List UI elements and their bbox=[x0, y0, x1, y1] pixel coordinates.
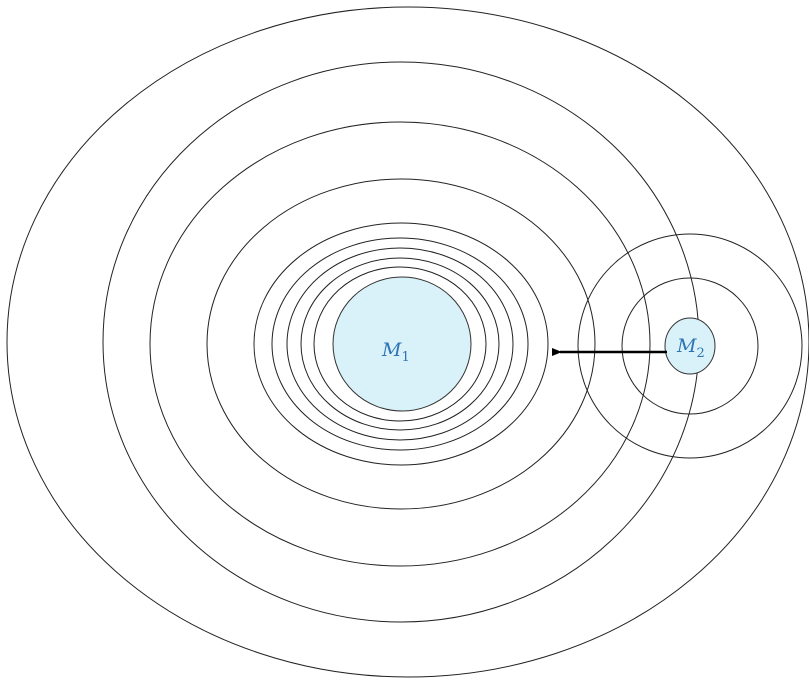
field-rings-m1 bbox=[6, 6, 809, 678]
field-ring bbox=[6, 6, 809, 678]
field-ring bbox=[300, 257, 500, 431]
field-ring bbox=[621, 277, 759, 415]
label-subscript: 1 bbox=[401, 350, 409, 365]
field-ring bbox=[577, 233, 803, 459]
field-ring bbox=[149, 121, 651, 567]
field-ring bbox=[313, 266, 487, 422]
label-main: M bbox=[676, 335, 697, 357]
mass-label: M2 bbox=[676, 335, 705, 361]
mass-label: M1 bbox=[381, 339, 410, 365]
field-ring bbox=[271, 237, 529, 451]
field-rings-m2 bbox=[577, 233, 803, 459]
mass-1 bbox=[332, 276, 472, 412]
mass-2 bbox=[664, 317, 716, 375]
field-ring bbox=[286, 247, 514, 441]
label-subscript: 2 bbox=[696, 346, 704, 361]
field-ring bbox=[253, 222, 549, 466]
field-ring bbox=[206, 178, 596, 510]
label-main: M bbox=[381, 339, 402, 361]
